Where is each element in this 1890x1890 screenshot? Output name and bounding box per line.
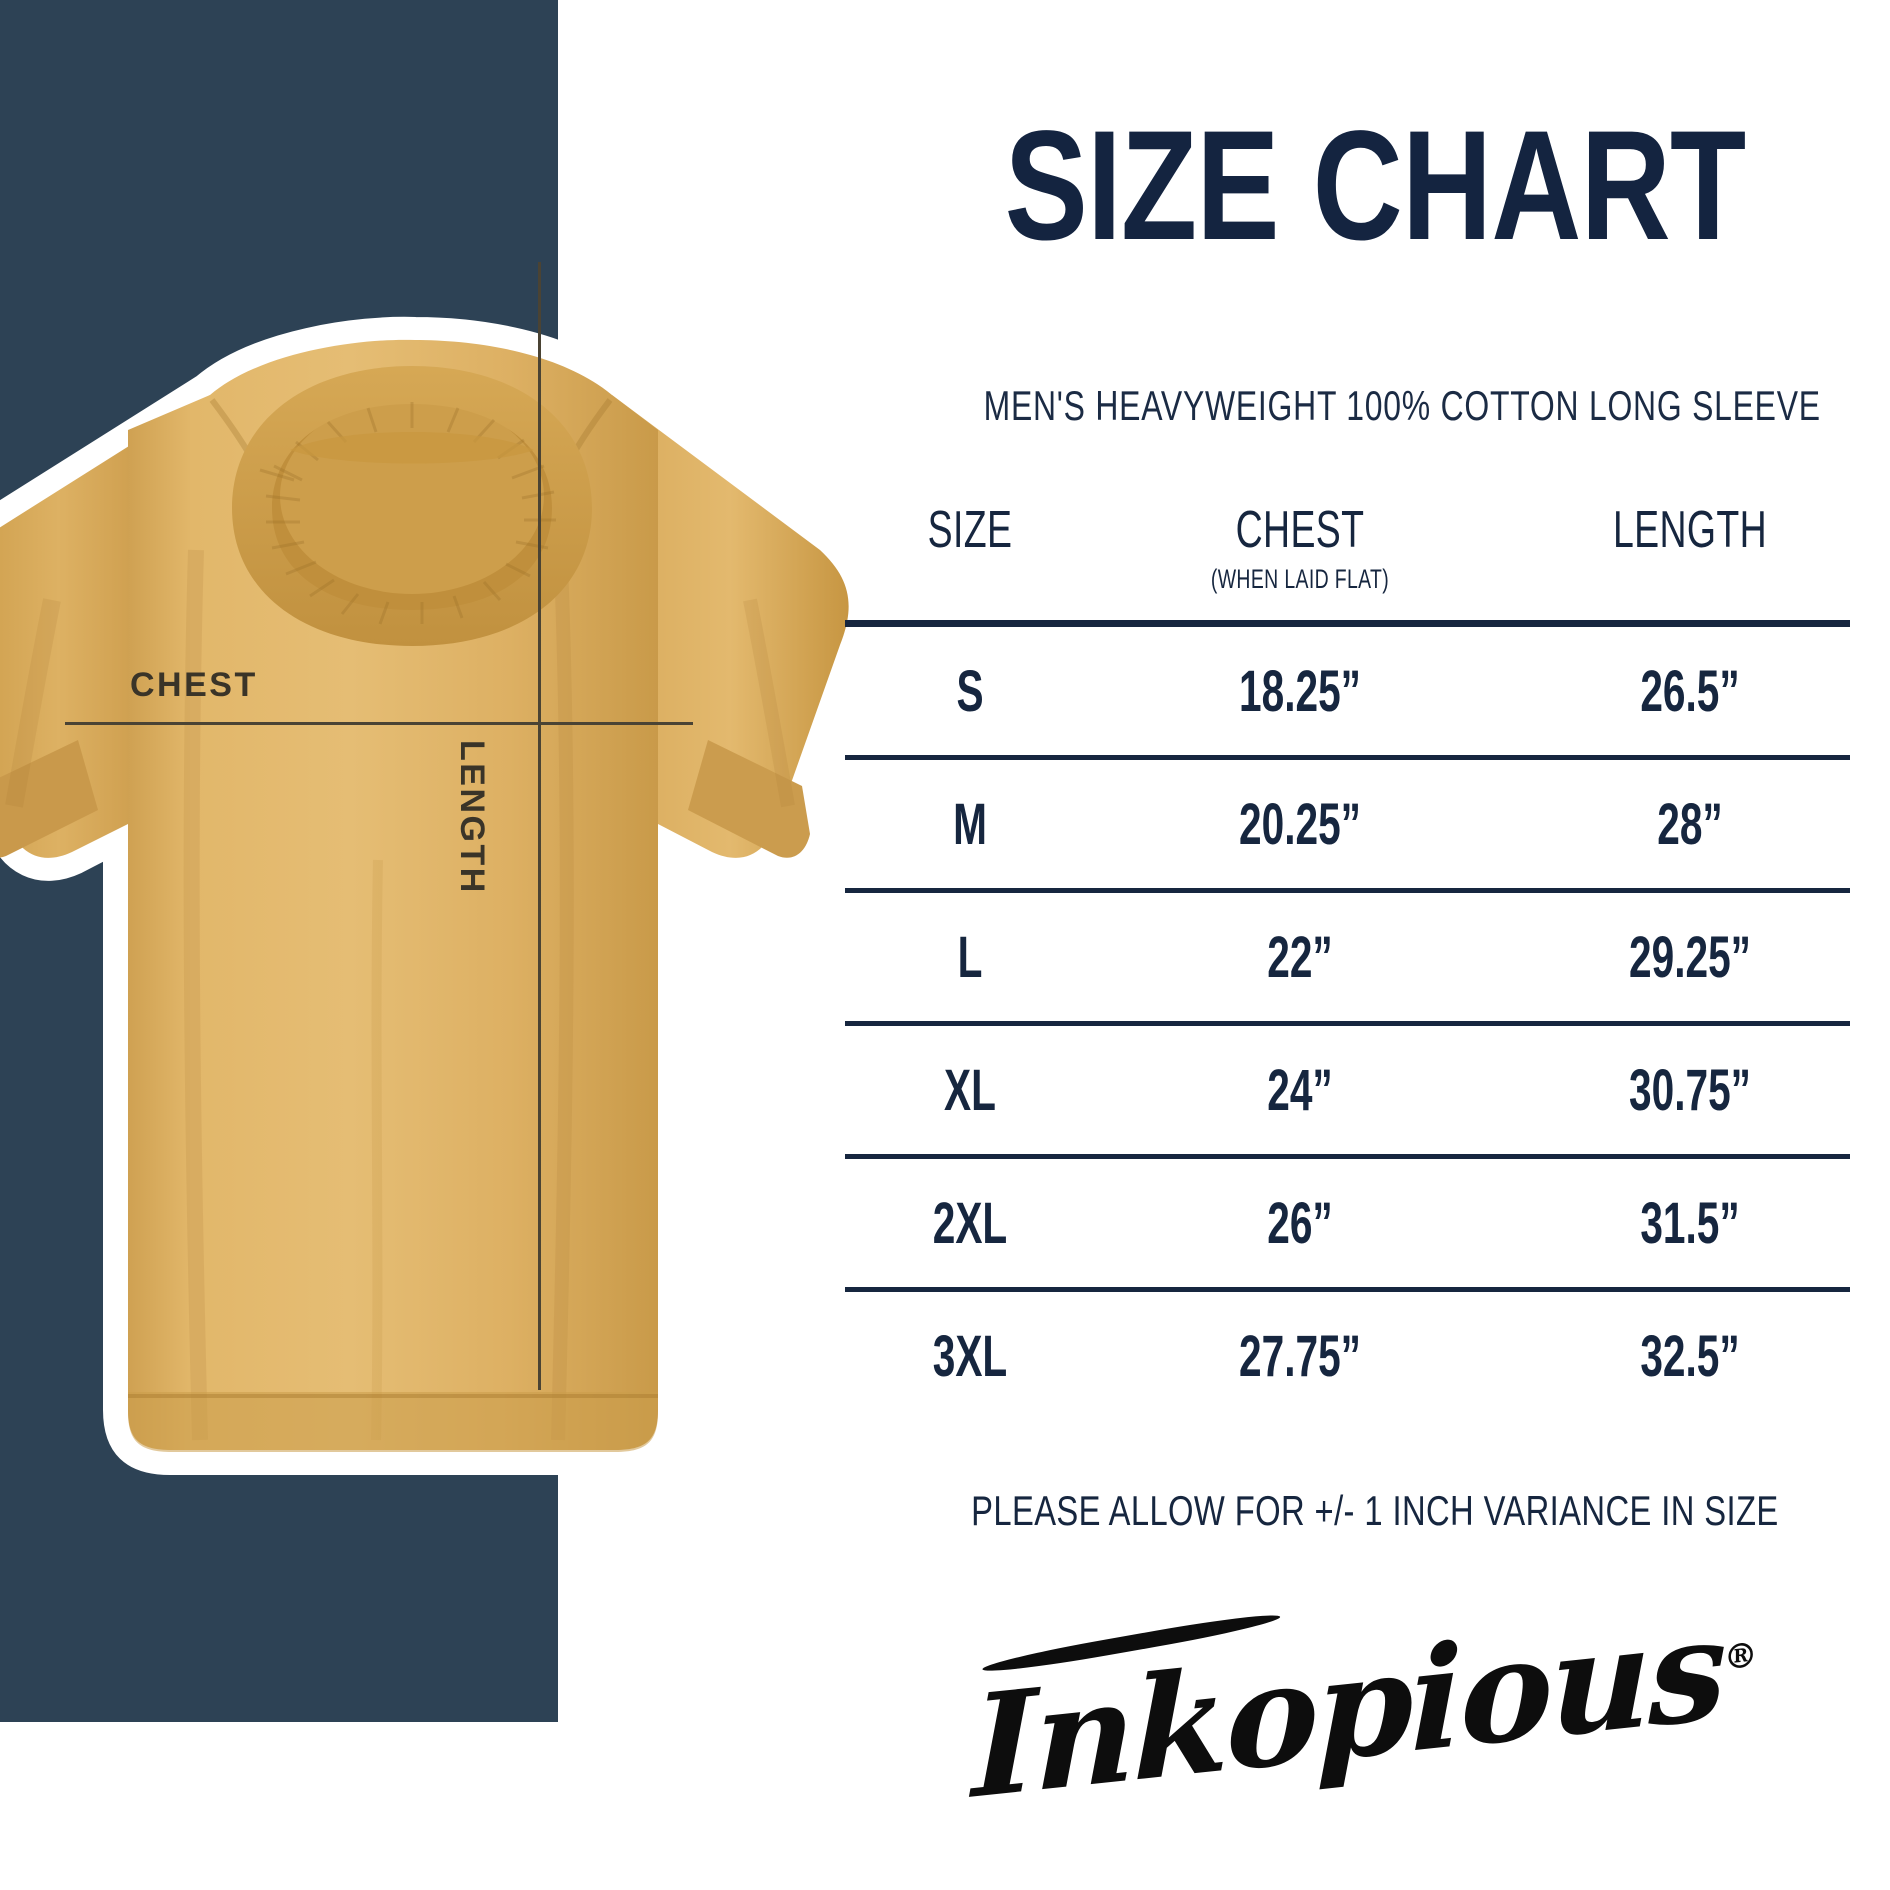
column-header-chest-label: CHEST [1235,501,1365,559]
table-row: 2XL 26” 31.5” [845,1159,1875,1287]
table-row-divider [845,755,1850,760]
table-row-divider [845,1154,1850,1159]
chart-content: SIZE CHART MEN'S HEAVYWEIGHT 100% COTTON… [845,0,1890,1890]
cell-size: M [953,791,987,857]
cell-length: 28” [1657,791,1723,857]
brand-logo-text: Inkopious® [972,1587,1758,1831]
table-row: 3XL 27.75” 32.5” [845,1292,1875,1420]
column-header-size: SIZE [927,501,1013,559]
shirt-right-sleeve [612,395,849,858]
brand-name: Inkopious [972,1586,1724,1831]
shirt-bottom-hem [128,1392,658,1452]
cell-chest: 27.75” [1239,1323,1361,1389]
variance-note: PLEASE ALLOW FOR +/- 1 INCH VARIANCE IN … [971,1487,1779,1534]
cell-chest: 20.25” [1239,791,1361,857]
cell-length: 29.25” [1629,924,1751,990]
cell-length: 30.75” [1629,1057,1751,1123]
cell-size: S [956,658,984,724]
cell-chest: 24” [1267,1057,1333,1123]
shirt-right-cuff [688,740,810,858]
shirt-neck-tape [290,432,534,464]
table-row: M 20.25” 28” [845,760,1875,888]
table-row: L 22” 29.25” [845,893,1875,1021]
column-header-chest: CHEST (WHEN LAID FLAT) [1152,500,1447,595]
table-row: S 18.25” 26.5” [845,627,1875,755]
cell-size: L [957,924,983,990]
table-row: XL 24” 30.75” [845,1026,1875,1154]
page-title: SIZE CHART [1004,99,1747,273]
cell-size: 3XL [932,1323,1008,1389]
table-row-divider [845,1287,1850,1292]
size-table: SIZE CHEST (WHEN LAID FLAT) LENGTH S 18.… [845,500,1875,1420]
cell-size: XL [944,1057,996,1123]
page-subtitle: MEN'S HEAVYWEIGHT 100% COTTON LONG SLEEV… [983,382,1821,429]
table-row-divider [845,888,1850,893]
shirt-fabric-folds [5,539,795,1441]
cell-size: 2XL [932,1190,1008,1256]
cell-chest: 18.25” [1239,658,1361,724]
cell-chest: 22” [1267,924,1333,990]
shirt-svg [0,316,860,1475]
table-row-divider [845,1021,1850,1026]
cell-length: 32.5” [1640,1323,1740,1389]
cell-chest: 26” [1267,1190,1333,1256]
column-header-chest-sublabel: (WHEN LAID FLAT) [1210,564,1390,594]
cell-length: 26.5” [1640,658,1740,724]
shirt-illustration [0,300,860,1540]
column-header-length: LENGTH [1612,501,1768,559]
registered-trademark-icon: ® [1723,1634,1758,1679]
cell-length: 31.5” [1640,1190,1740,1256]
brand-logo: Inkopious® [860,1582,1870,1832]
shirt-left-cuff [0,740,98,858]
table-header-rule [845,620,1850,627]
table-header-row: SIZE CHEST (WHEN LAID FLAT) LENGTH [845,500,1875,620]
